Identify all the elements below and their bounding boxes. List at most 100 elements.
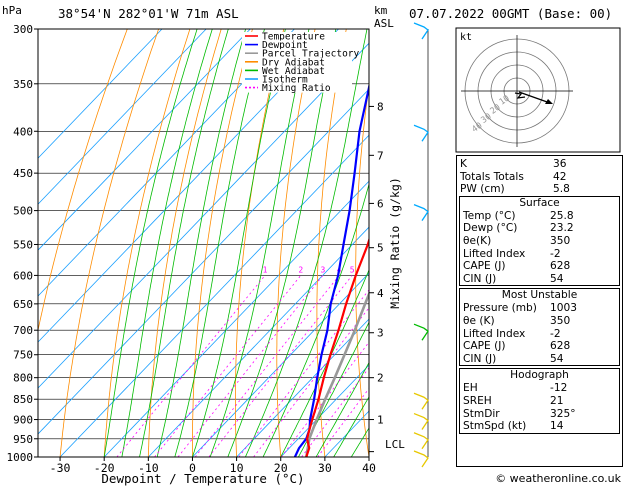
- wind-barb: [413, 412, 429, 430]
- surface-row: Temp (°C) 25.8: [460, 210, 619, 223]
- most-unstable-value: 628: [550, 340, 571, 353]
- km-tick-label: 8: [377, 100, 384, 113]
- index-row: Totals Totals 42: [457, 171, 622, 184]
- footer-copyright: © weatheronline.co.uk: [495, 472, 621, 485]
- pressure-tick-label: 450: [13, 167, 33, 180]
- surface-list: Temp (°C) 25.8 Dewp (°C) 23.2 θe(K) 350 Lifted…: [460, 210, 619, 286]
- legend-bg: [242, 66, 352, 76]
- km-tick-label: 1: [377, 414, 384, 427]
- surface-label: Lifted Index: [463, 247, 526, 260]
- surface-label: θe(K): [463, 234, 492, 247]
- most-unstable-title: Most Unstable: [501, 289, 578, 302]
- pressure-tick-label: 400: [13, 125, 33, 138]
- mixing-ratio-label: 5: [350, 265, 355, 274]
- isotherm-line: [192, 272, 369, 457]
- temperature-tick-label: 0: [189, 461, 196, 475]
- isotherm-line: [38, 29, 207, 205]
- legend-bg: [242, 40, 352, 50]
- hodograph-section: Hodograph EH -12 SREH 21 StmDir 325° StmSpd (k…: [459, 368, 620, 434]
- most-unstable-row: θe (K) 350: [460, 315, 619, 328]
- wet-adiabat-line: [333, 396, 369, 457]
- most-unstable-label: Lifted Index: [463, 327, 526, 340]
- legend-entry: Mixing Ratio: [262, 83, 331, 94]
- km-tick-label: 4: [377, 287, 384, 300]
- isotherm-line: [59, 134, 369, 457]
- station-location: 38°54'N 282°01'W 71m ASL: [58, 6, 239, 21]
- axis-labels: 3003504004505005506006507007508008509009…: [7, 23, 376, 475]
- surface-label: CAPE (J): [463, 260, 506, 273]
- valid-datetime: 07.07.2022 00GMT (Base: 00): [409, 6, 612, 21]
- legend-bg: [242, 32, 352, 41]
- hodograph-stat-value: 14: [550, 420, 564, 433]
- pressure-tick-label: 950: [13, 433, 33, 446]
- wet-adiabat-line: [192, 29, 286, 457]
- most-unstable-row: Lifted Index -2: [460, 328, 619, 341]
- temperature-tick-label: 10: [230, 461, 244, 475]
- mixing-ratio-line: [238, 289, 369, 457]
- lcl-label: LCL: [385, 438, 405, 451]
- most-unstable-row: Pressure (mb) 1003: [460, 302, 619, 315]
- temperature-tick-label: -20: [94, 461, 115, 475]
- wet-adiabat-line: [227, 29, 337, 457]
- km-tick-label: 6: [377, 197, 384, 210]
- legend-bg: [242, 49, 352, 59]
- pressure-tick-label: 800: [13, 372, 33, 385]
- indices-panel: K 36 Totals Totals 42 PW (cm) 5.8 Surface Tem…: [456, 155, 623, 467]
- surface-row: θe(K) 350: [460, 235, 619, 248]
- surface-label: Temp (°C): [463, 209, 516, 222]
- storm-motion-vector: [518, 91, 551, 104]
- pressure-unit: hPa: [2, 4, 22, 17]
- index-label: K: [460, 158, 467, 170]
- isotherm-line: [280, 364, 369, 457]
- mixing-ratio-axis-title: Mixing Ratio (g/kg): [388, 177, 402, 309]
- isotherm-line: [38, 29, 251, 251]
- mixing-ratio-label: 20: [435, 265, 445, 274]
- dry-adiabat-line: [355, 81, 369, 457]
- surface-value: -2: [550, 247, 561, 260]
- surface-row: CIN (J) 54: [460, 273, 619, 286]
- most-unstable-label: θe (K): [463, 314, 495, 327]
- temperature-line: [305, 236, 369, 457]
- isotherm-line: [38, 29, 295, 297]
- storm-motion-arrowhead: [545, 99, 553, 104]
- surface-value: 350: [550, 234, 571, 247]
- temperature-tick-label: 20: [274, 461, 288, 475]
- temperature-tick-label: -30: [50, 461, 71, 475]
- mixing-ratio-line: [301, 367, 369, 457]
- hodograph-ring-label: 30: [479, 112, 493, 126]
- wet-adiabat-line: [174, 29, 265, 457]
- hodograph-stat-value: -12: [550, 382, 568, 395]
- x-axis-title: Dewpoint / Temperature (°C): [101, 471, 304, 486]
- pressure-tick-label: 1000: [7, 451, 34, 464]
- km-tick-label: 3: [377, 327, 384, 340]
- most-unstable-list: Pressure (mb) 1003 θe (K) 350 Lifted Index -2…: [460, 302, 619, 365]
- surface-row: Dewp (°C) 23.2: [460, 222, 619, 235]
- hodograph-stat-value: 325°: [550, 407, 576, 420]
- index-value: 42: [553, 170, 567, 183]
- mixing-ratio-line: [253, 307, 369, 457]
- wet-adiabat-line: [121, 29, 213, 457]
- plot-frame: [37, 28, 370, 458]
- wet-adiabat-line: [280, 268, 369, 457]
- hodograph-ring-label: 20: [488, 103, 502, 117]
- surface-row: Lifted Index -2: [460, 248, 619, 261]
- wet-adiabat-line: [156, 29, 246, 457]
- legend-bg: [242, 75, 352, 84]
- isotherm-line: [38, 88, 369, 435]
- mixing-ratio-label: 1: [263, 265, 268, 274]
- most-unstable-label: Pressure (mb): [463, 302, 537, 315]
- isotherm-line: [236, 318, 369, 457]
- surface-row: CAPE (J) 628: [460, 260, 619, 273]
- wet-adiabat-line: [103, 29, 198, 457]
- pressure-tick-label: 850: [13, 393, 33, 406]
- legend-entry: Temperature: [262, 32, 325, 43]
- hodograph-ring-label: 40: [470, 121, 484, 135]
- km-tick-label: 5: [377, 242, 384, 255]
- isotherm-line: [38, 29, 163, 159]
- temperature-tick-label: 40: [362, 461, 376, 475]
- indices-list: K 36 Totals Totals 42 PW (cm) 5.8: [457, 156, 622, 196]
- hodograph-stat-value: 21: [550, 394, 564, 407]
- hodograph-trace: [514, 92, 526, 99]
- temperature-tick-label: 30: [318, 461, 332, 475]
- mixing-ratio-line: [177, 275, 324, 457]
